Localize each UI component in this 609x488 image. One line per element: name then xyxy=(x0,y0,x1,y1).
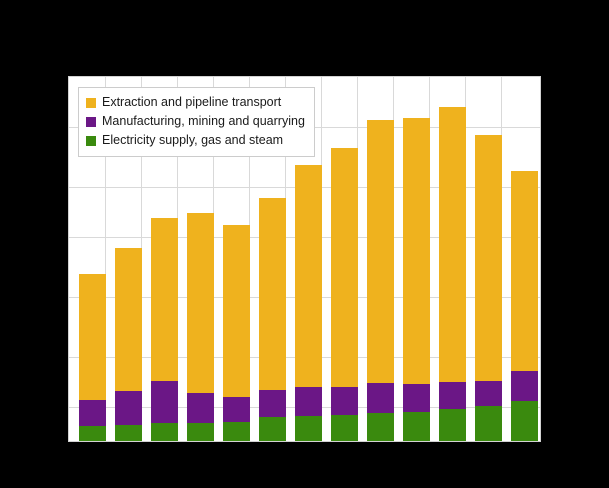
bar-segment-extraction-6[interactable] xyxy=(259,198,286,390)
bar-segment-electricity-10[interactable] xyxy=(403,412,430,441)
bar-segment-extraction-4[interactable] xyxy=(187,213,214,393)
bar-stack-9[interactable] xyxy=(367,120,394,441)
legend-label-extraction: Extraction and pipeline transport xyxy=(102,95,282,109)
chart-legend: Extraction and pipeline transport Manufa… xyxy=(78,87,315,157)
bar-segment-extraction-12[interactable] xyxy=(475,135,502,381)
bar-segment-extraction-13[interactable] xyxy=(511,171,538,371)
bar-stack-4[interactable] xyxy=(187,213,214,441)
bar-segment-electricity-6[interactable] xyxy=(259,417,286,441)
legend-item-extraction[interactable]: Extraction and pipeline transport xyxy=(86,93,305,112)
legend-swatch-electricity-icon xyxy=(86,135,96,146)
bar-segment-electricity-9[interactable] xyxy=(367,413,394,441)
bar-segment-extraction-2[interactable] xyxy=(115,248,142,391)
bar-segment-manufacturing-13[interactable] xyxy=(511,371,538,401)
bar-stack-7[interactable] xyxy=(295,165,322,441)
bar-segment-electricity-8[interactable] xyxy=(331,415,358,441)
bar-stack-11[interactable] xyxy=(439,107,466,441)
legend-item-manufacturing[interactable]: Manufacturing, mining and quarrying xyxy=(86,112,305,131)
bar-segment-extraction-7[interactable] xyxy=(295,165,322,387)
bar-stack-2[interactable] xyxy=(115,248,142,441)
bar-segment-electricity-11[interactable] xyxy=(439,409,466,441)
bar-segment-electricity-7[interactable] xyxy=(295,416,322,441)
bar-segment-electricity-12[interactable] xyxy=(475,406,502,441)
bar-segment-electricity-3[interactable] xyxy=(151,423,178,441)
bar-segment-manufacturing-8[interactable] xyxy=(331,387,358,415)
bar-stack-8[interactable] xyxy=(331,148,358,441)
bar-segment-manufacturing-7[interactable] xyxy=(295,387,322,416)
bar-segment-manufacturing-5[interactable] xyxy=(223,397,250,422)
legend-label-electricity: Electricity supply, gas and steam xyxy=(102,133,284,147)
legend-swatch-extraction-icon xyxy=(86,97,96,108)
bar-stack-1[interactable] xyxy=(79,274,106,441)
legend-item-electricity[interactable]: Electricity supply, gas and steam xyxy=(86,131,305,150)
bar-segment-extraction-8[interactable] xyxy=(331,148,358,387)
bar-segment-manufacturing-11[interactable] xyxy=(439,382,466,409)
bar-segment-extraction-11[interactable] xyxy=(439,107,466,382)
legend-label-manufacturing: Manufacturing, mining and quarrying xyxy=(102,114,305,128)
bar-segment-manufacturing-9[interactable] xyxy=(367,383,394,413)
bar-stack-13[interactable] xyxy=(511,171,538,441)
bar-segment-manufacturing-10[interactable] xyxy=(403,384,430,412)
bar-stack-12[interactable] xyxy=(475,135,502,441)
bar-segment-manufacturing-3[interactable] xyxy=(151,381,178,423)
bar-stack-3[interactable] xyxy=(151,218,178,441)
bar-segment-manufacturing-4[interactable] xyxy=(187,393,214,423)
bar-segment-extraction-10[interactable] xyxy=(403,118,430,384)
bar-segment-extraction-3[interactable] xyxy=(151,218,178,381)
bar-segment-extraction-9[interactable] xyxy=(367,120,394,383)
bar-stack-10[interactable] xyxy=(403,118,430,441)
bar-segment-electricity-1[interactable] xyxy=(79,426,106,441)
bar-segment-manufacturing-6[interactable] xyxy=(259,390,286,417)
bar-segment-extraction-5[interactable] xyxy=(223,225,250,397)
bar-segment-electricity-4[interactable] xyxy=(187,423,214,441)
bar-segment-manufacturing-1[interactable] xyxy=(79,400,106,426)
bar-segment-extraction-1[interactable] xyxy=(79,274,106,400)
bar-segment-manufacturing-2[interactable] xyxy=(115,391,142,425)
bar-segment-electricity-2[interactable] xyxy=(115,425,142,441)
bar-stack-5[interactable] xyxy=(223,225,250,441)
bar-segment-electricity-13[interactable] xyxy=(511,401,538,441)
bar-segment-manufacturing-12[interactable] xyxy=(475,381,502,406)
plot-inner xyxy=(69,77,540,441)
gridline-vertical-0 xyxy=(105,77,106,441)
bar-segment-electricity-5[interactable] xyxy=(223,422,250,441)
bar-stack-6[interactable] xyxy=(259,198,286,441)
legend-swatch-manufacturing-icon xyxy=(86,116,96,127)
